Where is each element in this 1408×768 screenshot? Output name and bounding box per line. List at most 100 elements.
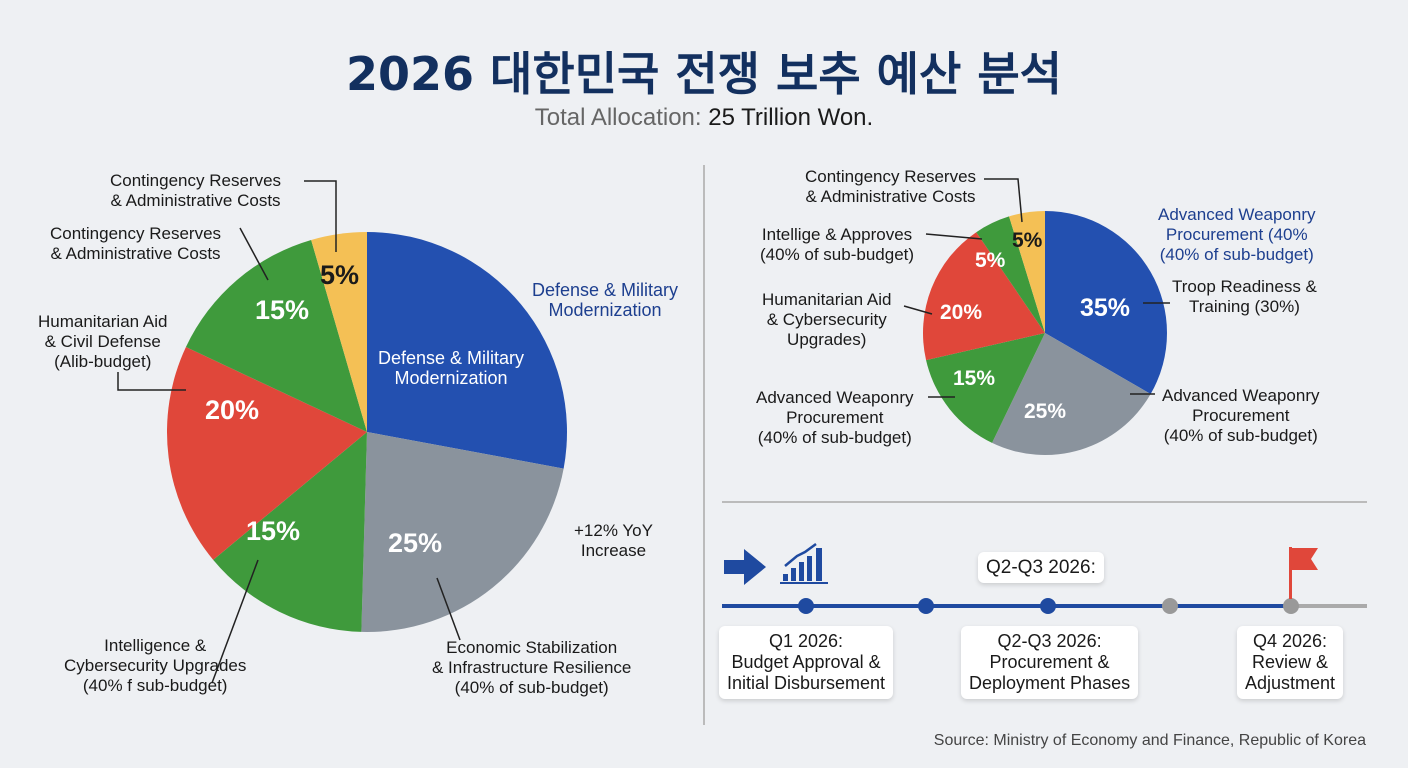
label-line: & Cybersecurity xyxy=(766,310,887,329)
label-weaponry-left: Advanced Weaponry Procurement (40% of sub-… xyxy=(756,388,914,448)
label-line: Defense & Military xyxy=(378,348,525,368)
pie-slice xyxy=(361,432,564,632)
pie-slice xyxy=(926,333,1045,443)
label-line: Contingency Reserves xyxy=(50,224,222,243)
pct-label: 15% xyxy=(953,367,996,390)
label-line: Increase xyxy=(580,541,647,560)
pct-label: 5% xyxy=(975,249,1006,272)
left-pie xyxy=(167,232,567,632)
milestone-line: Procurement & xyxy=(989,652,1110,672)
milestone-q2q3: Q2-Q3 2026: Procurement & Deployment Phase… xyxy=(961,626,1139,699)
label-line: Procurement xyxy=(1192,406,1290,425)
milestone-q1: Q1 2026: Budget Approval & Initial Disburs… xyxy=(719,626,894,699)
label-line: (40% of sub-budget) xyxy=(1159,245,1314,264)
vertical-divider xyxy=(703,165,705,725)
label-line: & Civil Defense xyxy=(44,332,161,351)
label-line: & Administrative Costs xyxy=(805,187,976,206)
label-line: (40% of sub-budget) xyxy=(757,428,912,447)
label-line: & Infrastructure Resilience xyxy=(432,658,632,677)
subtitle: Total Allocation: 25 Trillion Won. xyxy=(0,104,1408,132)
label-line: & Administrative Costs xyxy=(50,244,221,263)
pct-label: 20% xyxy=(940,301,983,324)
label-line: +12% YoY xyxy=(574,521,653,540)
label-intelligence: Intelligence & Cybersecurity Upgrades (40%… xyxy=(64,636,246,696)
label-line: & Administrative Costs xyxy=(110,191,281,210)
milestone-q4: Q4 2026: Review & Adjustment xyxy=(1237,626,1344,699)
label-humanitarian: Humanitarian Aid & Cybersecurity Upgrades) xyxy=(762,290,891,350)
label-line: Modernization xyxy=(394,368,508,388)
pie-slice xyxy=(167,347,367,560)
leader-lines xyxy=(117,178,1170,684)
pie-slice xyxy=(311,232,367,432)
label-contingency-top: Contingency Reserves & Administrative Cos… xyxy=(110,171,281,211)
pie-slice xyxy=(923,232,1045,361)
label-economic: Economic Stabilization & Infrastructure R… xyxy=(432,638,631,698)
pie-slice xyxy=(185,239,367,432)
pct-label: 25% xyxy=(388,528,443,558)
milestone-line: Initial Disbursement xyxy=(727,673,886,693)
milestone-line: Review & xyxy=(1252,652,1329,672)
label-line: Defense & Military xyxy=(532,280,679,300)
label-intellige: Intellige & Approves (40% of sub-budget) xyxy=(760,225,914,265)
label-humanitarian: Humanitarian Aid & Civil Defense (Alib-bud… xyxy=(38,312,167,372)
pct-label: 25% xyxy=(1024,400,1067,423)
label-line: Contingency Reserves xyxy=(805,167,977,186)
pct-label: 20% xyxy=(205,395,260,425)
flag-icon xyxy=(1289,547,1318,599)
milestone-line: Q1 2026: xyxy=(769,631,844,651)
label-line: Advanced Weaponry xyxy=(1162,386,1320,405)
pie-slice xyxy=(1009,211,1045,333)
pct-label: 15% xyxy=(255,295,310,325)
label-line: (40% f sub-budget) xyxy=(82,676,228,695)
pie-slice xyxy=(1045,211,1167,394)
bar-chart-growth-icon xyxy=(780,542,828,584)
subtitle-value: 25 Trillion Won. xyxy=(708,104,874,131)
milestone-line: Deployment Phases xyxy=(969,673,1131,693)
label-line: Humanitarian Aid xyxy=(762,290,892,309)
label-line: Advanced Weaponry xyxy=(756,388,914,407)
milestone-line: Adjustment xyxy=(1245,673,1336,693)
label-line: Intellige & Approves xyxy=(761,225,913,244)
label-contingency-left: Contingency Reserves & Administrative Cos… xyxy=(50,224,221,264)
label-defense-inside: Defense & Military Modernization xyxy=(378,348,524,388)
pie-slice xyxy=(976,216,1045,333)
label-contingency: Contingency Reserves & Administrative Cos… xyxy=(805,167,976,207)
timeline xyxy=(722,542,1367,614)
timeline-header: Q2-Q3 2026: xyxy=(978,552,1104,583)
label-line: (Alib-budget) xyxy=(54,352,152,371)
horizontal-divider xyxy=(722,501,1367,503)
pct-label: 15% xyxy=(246,516,301,546)
arrow-right-icon xyxy=(724,549,766,585)
pie-slice xyxy=(213,432,367,632)
pct-label: 5% xyxy=(1012,229,1043,252)
label-line: (40% of sub-budget) xyxy=(454,678,609,697)
right-pie xyxy=(923,211,1167,455)
label-line: Cybersecurity Upgrades xyxy=(64,656,247,675)
timeline-dot xyxy=(918,598,934,614)
timeline-dot xyxy=(1283,598,1299,614)
label-line: (40% of sub-budget) xyxy=(1163,426,1318,445)
page-title: 2026 대한민국 전쟁 보추 예산 분석 xyxy=(346,47,1062,101)
label-line: Procurement (40% xyxy=(1165,225,1308,244)
label-defense-outside: Defense & Military Modernization xyxy=(532,280,678,320)
timeline-dot xyxy=(1040,598,1056,614)
source-note: Source: Ministry of Economy and Finance,… xyxy=(933,732,1366,749)
label-line: Advanced Weaponry xyxy=(1158,205,1316,224)
label-line: Contingency Reserves xyxy=(110,171,282,190)
label-line: Training (30%) xyxy=(1189,297,1300,316)
pct-label: 5% xyxy=(320,260,360,290)
pct-label: 35% xyxy=(1080,294,1131,322)
label-line: Intelligence & xyxy=(104,636,207,655)
label-line: (40% of sub-budget) xyxy=(760,245,915,264)
label-troop: Troop Readiness & Training (30%) xyxy=(1172,277,1317,317)
label-line: Humanitarian Aid xyxy=(38,312,168,331)
label-line: Economic Stabilization xyxy=(446,638,618,657)
label-weaponry-right: Advanced Weaponry Procurement (40% of sub-… xyxy=(1162,386,1320,446)
milestone-line: Q4 2026: xyxy=(1252,631,1328,651)
milestone-line: Budget Approval & xyxy=(731,652,881,672)
pie-slice xyxy=(992,333,1151,455)
label-weaponry-top: Advanced Weaponry Procurement (40% (40% of… xyxy=(1158,205,1316,265)
timeline-dot xyxy=(1162,598,1178,614)
label-line: Modernization xyxy=(548,300,662,320)
